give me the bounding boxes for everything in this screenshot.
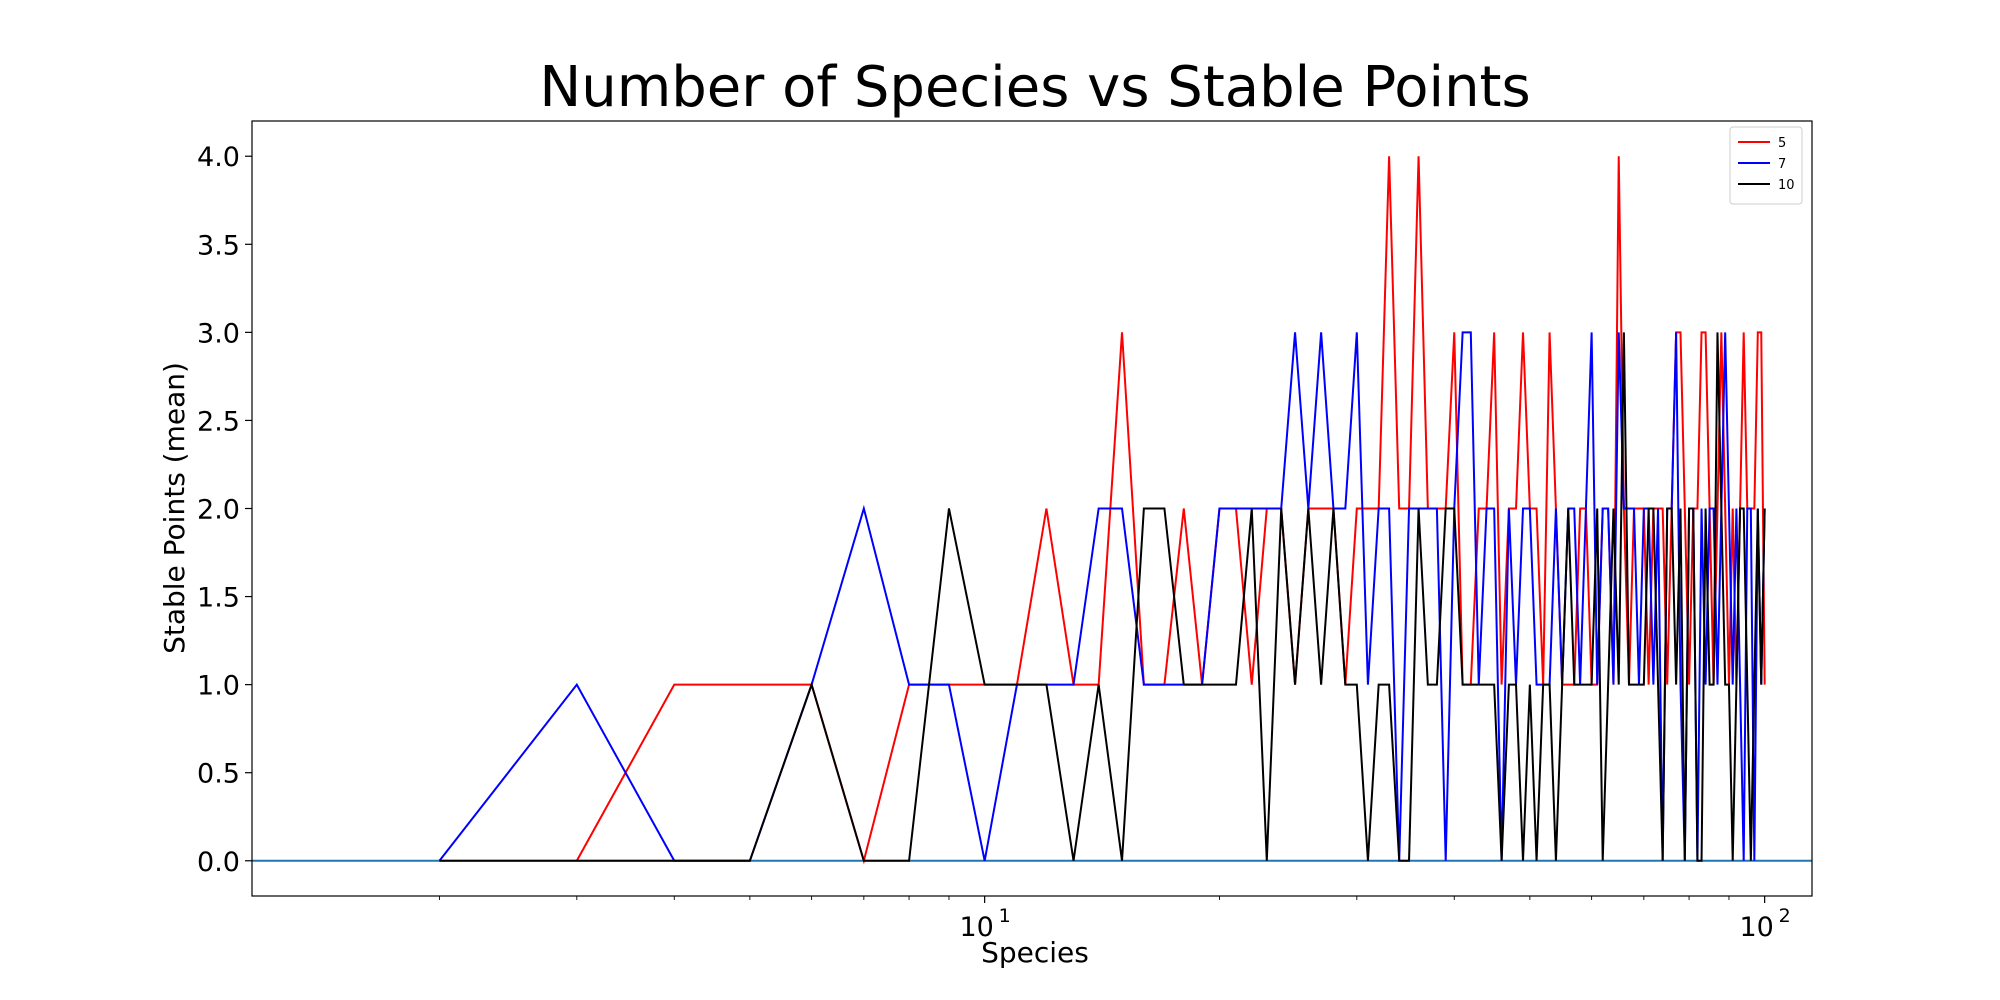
y-tick-label: 4.0 <box>197 142 240 173</box>
x-tick-exponent: 1 <box>999 905 1011 927</box>
x-axis-ticks: 10 1 10 2 <box>439 896 1791 943</box>
series-lines <box>438 156 1766 865</box>
y-axis-ticks: 0.0 0.5 1.0 1.5 2.0 2.5 3.0 3.5 4.0 <box>197 142 252 878</box>
y-tick-label: 3.0 <box>197 318 240 349</box>
y-tick-label: 2.0 <box>197 495 240 526</box>
y-tick-label: 0.0 <box>197 847 240 878</box>
x-axis-label: Species <box>981 936 1089 969</box>
plot-area-frame <box>251 120 1813 897</box>
y-tick-label: 2.5 <box>197 406 240 437</box>
legend-label-7: 7 <box>1778 157 1786 172</box>
y-tick-label: 0.5 <box>197 759 240 790</box>
x-tick-label: 10 <box>959 912 993 943</box>
x-tick-exponent: 2 <box>1779 905 1791 927</box>
series-line-10 <box>439 332 1766 862</box>
y-tick-label: 3.5 <box>197 230 240 261</box>
chart-title: Number of Species vs Stable Points <box>539 55 1530 120</box>
y-tick-label: 1.5 <box>197 583 240 614</box>
y-tick-label: 1.0 <box>197 671 240 702</box>
legend-label-5: 5 <box>1778 136 1786 151</box>
legend-label-10: 10 <box>1778 178 1795 193</box>
x-tick-label: 10 <box>1739 912 1773 943</box>
y-axis-label: Stable Points (mean) <box>158 362 191 654</box>
legend: 5 7 10 <box>1729 126 1803 205</box>
